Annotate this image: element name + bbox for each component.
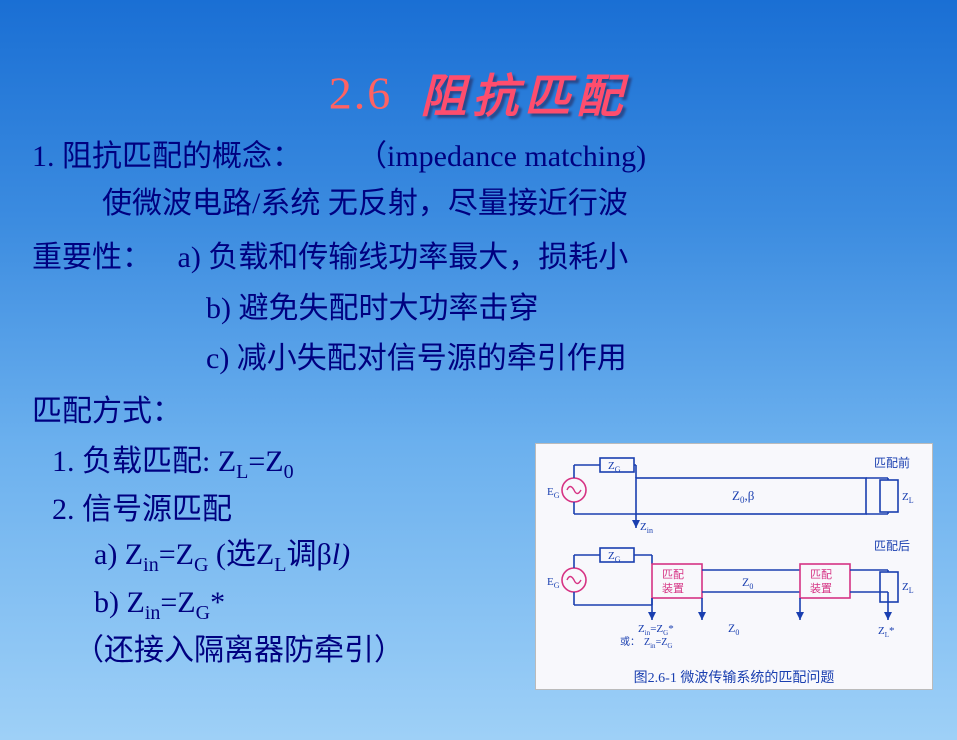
zin-arrow-top — [632, 520, 640, 528]
z0beta-top: Z0,β — [732, 488, 755, 505]
zg-bot-text: ZG — [608, 550, 621, 564]
method-2a-tail: 调β — [286, 538, 331, 571]
importance-line-a: 重要性： a) 负载和传输线功率最大，损耗小 — [32, 235, 925, 282]
method-2b-eq: =Z — [160, 586, 195, 619]
ann-or: 或： — [620, 636, 640, 648]
ann-zlstar: ZL* — [878, 625, 895, 639]
method-2a-l: l — [332, 538, 340, 571]
section-number: 2.6 — [329, 68, 393, 119]
match1-l2: 装置 — [662, 582, 684, 595]
zin-top: Zin — [640, 521, 653, 535]
after-label: 匹配后 — [874, 539, 910, 553]
concept-line: 1. 阻抗匹配的概念： （impedance matching) — [32, 134, 925, 181]
eg-top: EG — [547, 486, 560, 500]
figure-box: ZG EG Zin Z0,β — [535, 443, 933, 690]
importance-a-text: a) 负载和传输线功率最大，损耗小 — [178, 241, 629, 274]
zl-box-bot — [880, 572, 898, 602]
impedance-english: （impedance matching) — [357, 134, 646, 181]
ann-z0-mid2: Z0 — [728, 621, 739, 637]
isolator-note: （还接入隔离器防牵引） — [74, 628, 532, 673]
importance-line-c: c) 减小失配对信号源的牵引作用 — [206, 336, 925, 383]
method-label: 匹配方式： — [32, 389, 925, 436]
method-1: 1. 负载匹配: ZL=Z0 — [52, 439, 532, 487]
method-2a-close: ) — [340, 538, 350, 571]
method-2b-b: b) Z — [94, 586, 145, 619]
slide-content: 2.6 阻抗匹配 1. 阻抗匹配的概念： （impedance matching… — [32, 50, 925, 705]
before-label: 匹配前 — [874, 455, 910, 470]
method-2a: a) Zin=ZG (选ZL调βl) — [94, 532, 532, 580]
figure-svg: ZG EG Zin Z0,β — [542, 450, 926, 665]
method-1-eq: =Z — [248, 445, 283, 478]
method-2b: b) Zin=ZG* — [94, 580, 532, 628]
method-2a-sub-L: L — [274, 554, 286, 576]
methods-column: 1. 负载匹配: ZL=Z0 2. 信号源匹配 a) Zin=ZG (选ZL调β… — [52, 439, 532, 673]
method-2b-sub-in: in — [145, 602, 161, 624]
method-1-subL: L — [236, 461, 248, 483]
concept-label: 1. 阻抗匹配的概念： — [32, 140, 302, 173]
method-2b-sub-G: G — [196, 602, 210, 624]
method-1-prefix: 1. 负载匹配: — [52, 445, 218, 478]
match2-l1: 匹配 — [810, 568, 832, 581]
importance-label: 重要性： — [32, 241, 152, 274]
z0-mid: Z0 — [742, 575, 753, 591]
concept-body: 使微波电路/系统 无反射，尽量接近行波 — [102, 181, 925, 228]
method-2a-paren: (选Z — [208, 538, 274, 571]
method-2a-sub-G: G — [194, 554, 208, 576]
method-2a-a: a) Z — [94, 538, 143, 571]
zl-bot: ZL — [902, 581, 914, 595]
method-1-Z1: Z — [218, 445, 236, 478]
zl-top: ZL — [902, 491, 914, 505]
source-sine-top — [567, 487, 581, 494]
method-2: 2. 信号源匹配 — [52, 487, 532, 532]
ann-zin-zg: Zin=ZG — [644, 637, 672, 650]
figure-caption: 图2.6-1 微波传输系统的匹配问题 — [542, 667, 926, 687]
importance-line-b: b) 避免失配时大功率击穿 — [206, 286, 925, 333]
eg-bot: EG — [547, 576, 560, 590]
slide-title-row: 2.6 阻抗匹配 — [32, 60, 925, 126]
match1-l1: 匹配 — [662, 568, 684, 581]
match2-l2: 装置 — [810, 582, 832, 595]
method-2b-star: * — [210, 586, 225, 619]
method-2a-eq: =Z — [159, 538, 194, 571]
source-sine-bot — [567, 577, 581, 584]
zl-box-top — [880, 480, 898, 512]
method-2a-sub-in: in — [143, 554, 159, 576]
ann-zin-zgstar: Zin=ZG* — [638, 623, 674, 637]
zg-top-text: ZG — [608, 460, 621, 474]
slide-title: 阻抗匹配 — [420, 71, 628, 122]
method-1-sub0: 0 — [284, 461, 294, 483]
